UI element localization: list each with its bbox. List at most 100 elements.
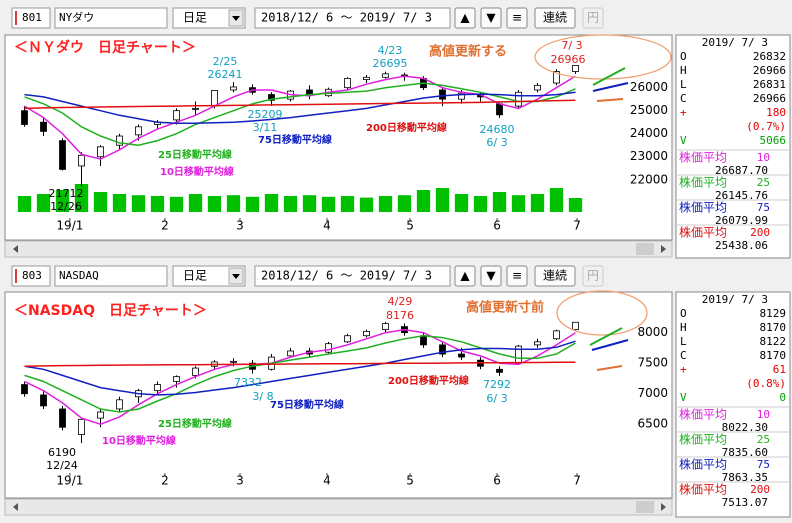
volume-bar [226, 195, 241, 212]
volume-bar [321, 196, 336, 212]
volume-bar [340, 196, 355, 212]
candle-body [173, 110, 180, 121]
info-panel [675, 291, 791, 518]
series-label: 200日移動平均線 [388, 374, 469, 387]
toolbar-button[interactable] [480, 265, 502, 287]
candle-body [382, 73, 389, 78]
candle-body [97, 146, 104, 158]
toolbar-button[interactable] [582, 7, 604, 29]
series-label: 10日移動平均線 [102, 434, 176, 447]
info-average-label: 株価平均 [679, 200, 727, 215]
candle-body [78, 154, 85, 167]
info-average-label: 株価平均 [679, 457, 727, 472]
toolbar-button[interactable] [534, 265, 576, 287]
volume-bar [150, 196, 165, 212]
annotation: 24680 [480, 123, 515, 136]
toolbar-button[interactable] [534, 7, 576, 29]
volume-bar [568, 198, 583, 212]
moving-average-line [24, 99, 576, 110]
annotation: 21712 [49, 187, 84, 200]
name-box [54, 7, 168, 29]
button-label: ▼ [486, 269, 496, 283]
info-average-label: 株価平均 [679, 482, 727, 497]
moving-average-line [24, 361, 576, 367]
charts: 22000 23000 24000 25000 26000 19/1 2 3 4 5 6 7 6500 7… [17, 65, 668, 488]
info-average-period: 25 [757, 433, 770, 446]
info-values: 2019/ 7/ 3 O 8129 H 8170 L 8122 C 8170 + 61(0.8%) V… [676, 293, 790, 509]
scroll-thumb[interactable] [636, 243, 654, 255]
x-tick-label: 7 [573, 474, 581, 488]
symbol-code: 803 [22, 269, 42, 282]
x-tick-label: 5 [406, 474, 414, 488]
toolbar-button[interactable] [506, 7, 528, 29]
scroll-thumb[interactable] [636, 501, 654, 513]
moving-average-line [24, 82, 576, 146]
x-tick-label: 2 [161, 474, 169, 488]
series-label: 75日移動平均線 [258, 133, 332, 146]
info-label: C [680, 92, 687, 105]
annotation: 26966 [551, 53, 586, 66]
candle-body [40, 394, 47, 407]
pointer-line [592, 67, 626, 86]
y-tick-label: 7000 [637, 386, 668, 400]
volume-bar [93, 192, 108, 212]
info-average-period: 10 [757, 151, 770, 164]
annotation: 2/25 [213, 55, 238, 68]
info-label: H [680, 321, 687, 334]
toolbar-button[interactable] [506, 265, 528, 287]
candle-body [515, 91, 522, 107]
scrollbar[interactable] [4, 498, 673, 516]
candle-body [496, 368, 503, 373]
volume-bar [55, 190, 70, 212]
period-select[interactable] [172, 7, 246, 29]
annotation: 4/23 [378, 44, 403, 57]
volume-bar [473, 196, 488, 212]
info-label: V [680, 134, 687, 147]
candle-body [325, 343, 332, 353]
range-box [254, 7, 451, 29]
toolbar-button[interactable] [582, 265, 604, 287]
y-tick-label: 23000 [630, 149, 668, 163]
dropdown-arrow [232, 274, 240, 279]
volume-bar [74, 184, 89, 212]
info-value: 26831 [753, 78, 786, 91]
annotation: 高値更新する [429, 44, 507, 60]
info-value: 5066 [760, 134, 787, 147]
info-values: 2019/ 7/ 3 O 26832 H 26966 L 26831 C 26966 + 180(0… [676, 36, 790, 252]
candle-body [116, 399, 123, 410]
annotation: 3/11 [253, 121, 278, 134]
y-tick-label: 24000 [630, 126, 668, 140]
highlight-ellipse [556, 290, 648, 336]
annotation: 7292 [483, 378, 511, 391]
info-value: 26966 [753, 64, 786, 77]
info-label: H [680, 64, 687, 77]
candle-body [420, 335, 427, 346]
volume-bar [207, 196, 222, 212]
moving-average-line [24, 340, 576, 396]
x-tick-label: 4 [323, 219, 331, 233]
scroll-right[interactable] [661, 245, 666, 253]
annotations-bottom: ＜NASDAQ 日足チャート＞ 4/29 8176 高値更新寸前 7332 3/… [14, 290, 648, 472]
info-date: 2019/ 7/ 3 [702, 36, 768, 49]
info-value: 8129 [760, 307, 787, 320]
button-label: ≡ [512, 269, 522, 283]
scroll-right[interactable] [661, 503, 666, 511]
candle-body [59, 408, 66, 428]
scrollbar[interactable] [4, 240, 673, 258]
candle-body [534, 341, 541, 346]
candle-body [458, 92, 465, 100]
volume-bar [549, 188, 564, 212]
toolbar-button[interactable] [454, 7, 476, 29]
toolbar-button[interactable] [480, 7, 502, 29]
volume-bar [264, 194, 279, 212]
annotation: 26241 [208, 68, 243, 81]
pointer-line [589, 327, 623, 346]
y-tick-label: 25000 [630, 103, 668, 117]
scroll-left[interactable] [13, 245, 18, 253]
price-chart: 22000 23000 24000 25000 26000 19/1 2 3 4 5 6 7 [17, 65, 668, 233]
period-select[interactable] [172, 265, 246, 287]
scroll-left[interactable] [13, 503, 18, 511]
toolbar-button[interactable] [454, 265, 476, 287]
volume-bar [454, 194, 469, 212]
volume-bar [302, 195, 317, 212]
